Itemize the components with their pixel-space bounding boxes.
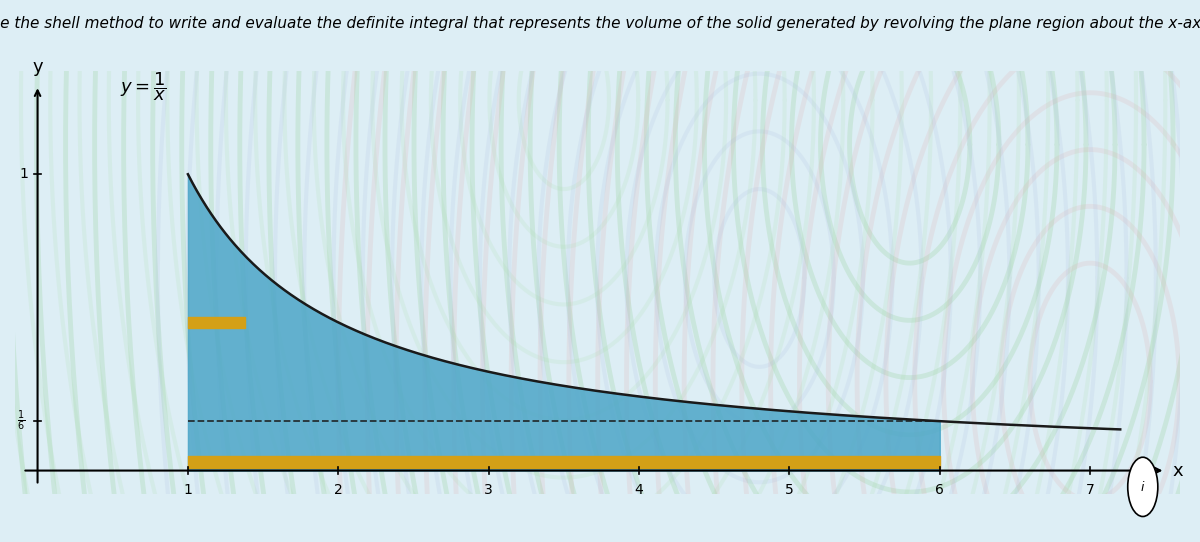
Text: 2: 2	[334, 483, 343, 497]
Text: 3: 3	[485, 483, 493, 497]
Text: $y = \dfrac{1}{x}$: $y = \dfrac{1}{x}$	[120, 70, 167, 103]
Text: x: x	[1172, 462, 1183, 480]
Text: 4: 4	[635, 483, 643, 497]
Text: $\frac{1}{6}$: $\frac{1}{6}$	[17, 409, 25, 434]
Text: 7: 7	[1086, 483, 1094, 497]
Text: 6: 6	[935, 483, 944, 497]
Circle shape	[1128, 457, 1158, 517]
Text: $\mathit{i}$: $\mathit{i}$	[1140, 480, 1146, 494]
Text: y: y	[32, 59, 43, 76]
Text: 1: 1	[19, 167, 29, 181]
Text: 5: 5	[785, 483, 793, 497]
Text: 1: 1	[184, 483, 192, 497]
Text: Use the shell method to write and evaluate the definite integral that represents: Use the shell method to write and evalua…	[0, 16, 1200, 31]
